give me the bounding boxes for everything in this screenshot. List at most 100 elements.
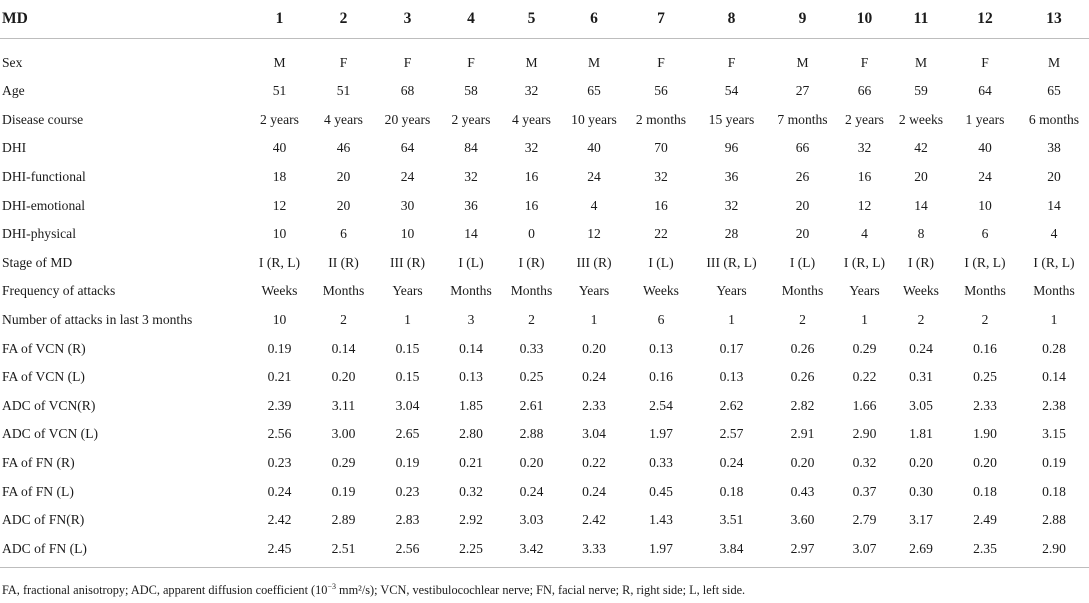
table-cell: 0.23: [395, 483, 420, 499]
table-cell: 0.17: [719, 340, 744, 356]
table-cell: F: [339, 54, 348, 70]
table-cell: 0.23: [267, 455, 292, 471]
table-cell: 0: [528, 226, 535, 242]
table-cell: 0.33: [649, 455, 673, 471]
table-cell: 51: [272, 83, 287, 99]
table-row: ADC of VCN (L) 2.56 3.00 2.65 2.80 2.88 3.04 1.…: [0, 420, 1089, 449]
table-cell: 20: [795, 226, 810, 242]
table-cell: 2.90: [852, 426, 877, 442]
table-cell: 32: [464, 169, 478, 185]
table-cell: 2.38: [1042, 397, 1066, 413]
table-cell: 1: [404, 312, 411, 328]
table-cell: 10 years: [571, 111, 617, 127]
table-row: Age 51 51 68 58 32 65 56 54 27 66 59 64 65: [0, 77, 1089, 106]
table-cell: 0.20: [582, 340, 606, 356]
table-cell: 2: [528, 312, 535, 328]
table-cell: 2: [799, 312, 806, 328]
table-cell: 3: [467, 312, 475, 328]
column-header: 9: [767, 0, 838, 39]
table-row: Number of attacks in last 3 months 10 2 1 3 2…: [0, 306, 1089, 335]
table-cell: 3.84: [696, 534, 767, 569]
table-cell: 2: [917, 312, 925, 328]
table-cell: 0.20: [519, 455, 544, 471]
table-cell: Months: [781, 283, 824, 299]
table-cell: 1.43: [649, 512, 673, 528]
table-cell: I (R, L): [843, 254, 886, 270]
column-header: 5: [501, 0, 562, 39]
table-cell: 24: [978, 169, 992, 185]
row-label: ADC of VCN(R): [2, 397, 96, 413]
column-header: 2: [313, 0, 374, 39]
table-cell: 0.18: [973, 483, 997, 499]
row-label: FA of FN (L): [2, 483, 74, 499]
table-cell: Weeks: [903, 283, 939, 299]
table-cell: 0.31: [909, 369, 933, 385]
table-cell: 0.21: [267, 369, 292, 385]
table-row: ADC of VCN(R) 2.39 3.11 3.04 1.85 2.61 2.33 2.5…: [0, 392, 1089, 421]
table-cell: Months: [510, 283, 553, 299]
table-row: DHI-physical 10 6 10 14 0 12 22 28 20 4 8 6 4: [0, 220, 1089, 249]
table-cell: 0.45: [649, 483, 673, 499]
table-cell: 0.16: [973, 340, 997, 356]
table-cell: 40: [978, 140, 992, 156]
table-cell: 20: [795, 197, 810, 213]
table-cell: 0.20: [331, 369, 356, 385]
table-cell: 0.37: [852, 483, 877, 499]
table-row: Stage of MD I (R, L) II (R) III (R) I (L) I (…: [0, 249, 1089, 278]
table-cell: 1 years: [965, 111, 1005, 127]
table-cell: 32: [724, 197, 739, 213]
table-cell: 3.33: [562, 534, 626, 569]
table-cell: 36: [464, 197, 478, 213]
row-label: FA of VCN (L): [2, 369, 85, 385]
table-cell: Months: [964, 283, 1006, 299]
table-cell: 0.14: [331, 340, 356, 356]
table-cell: 40: [587, 140, 601, 156]
table-cell: 1: [861, 312, 868, 328]
table-cell: 2 years: [845, 111, 884, 127]
table-cell: 2.61: [519, 397, 544, 413]
table-cell: 16: [524, 169, 539, 185]
table-cell: 12: [587, 226, 601, 242]
table-cell: 20: [336, 197, 351, 213]
table-cell: 65: [587, 83, 601, 99]
row-label: ADC of FN(R): [2, 512, 85, 528]
table-cell: 68: [400, 83, 415, 99]
table-cell: 2.88: [1042, 512, 1066, 528]
table-cell: Months: [322, 283, 365, 299]
table-cell: 70: [654, 140, 668, 156]
table-cell: 10: [400, 226, 415, 242]
table-cell: 2.82: [790, 397, 815, 413]
table-cell: 58: [464, 83, 478, 99]
table-cell: 0.19: [1042, 455, 1066, 471]
table-cell: 0.14: [1042, 369, 1066, 385]
table-cell: 0.24: [267, 483, 292, 499]
table-row: Disease course 2 years 4 years 20 years 2 ye…: [0, 106, 1089, 135]
table-cell: 2 months: [635, 111, 687, 127]
header-row: MD 1 2 3 4 5 6 7 8 9 10 11 12 13: [0, 0, 1089, 39]
table-cell: 2: [340, 312, 347, 328]
table-cell: 2.88: [519, 426, 544, 442]
table-footnote: FA, fractional anisotropy; ADC, apparent…: [2, 582, 745, 598]
table-cell: Years: [716, 283, 747, 299]
table-cell: 3.03: [519, 512, 544, 528]
table-cell: 4 years: [512, 111, 551, 127]
table-cell: 4 years: [324, 111, 363, 127]
table-cell: 65: [1047, 83, 1061, 99]
table-cell: 0.20: [790, 455, 815, 471]
table-cell: Months: [450, 283, 492, 299]
table-cell: M: [525, 54, 538, 70]
table-cell: 0.22: [582, 455, 606, 471]
table-cell: 2.39: [267, 397, 292, 413]
table-cell: 2.54: [649, 397, 673, 413]
table-cell: 0.33: [519, 340, 544, 356]
table-cell: 0.18: [719, 483, 744, 499]
table-row: DHI-emotional 12 20 30 36 16 4 16 32 20 12 14 10 14: [0, 191, 1089, 220]
table-cell: 2.56: [374, 534, 441, 569]
table-cell: Months: [1033, 283, 1075, 299]
table-cell: 2.33: [973, 397, 997, 413]
table-cell: 2.57: [719, 426, 744, 442]
table-cell: 0.16: [649, 369, 673, 385]
row-label: DHI-physical: [2, 226, 76, 242]
table-cell: 0.26: [790, 369, 815, 385]
table-cell: III (R, L): [706, 254, 757, 270]
